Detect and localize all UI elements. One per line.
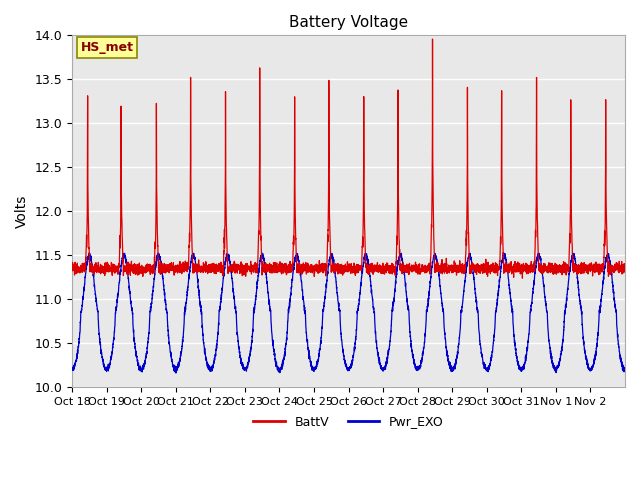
Legend: BattV, Pwr_EXO: BattV, Pwr_EXO: [248, 410, 449, 433]
Y-axis label: Volts: Volts: [15, 194, 29, 228]
Text: HS_met: HS_met: [81, 41, 134, 54]
Title: Battery Voltage: Battery Voltage: [289, 15, 408, 30]
